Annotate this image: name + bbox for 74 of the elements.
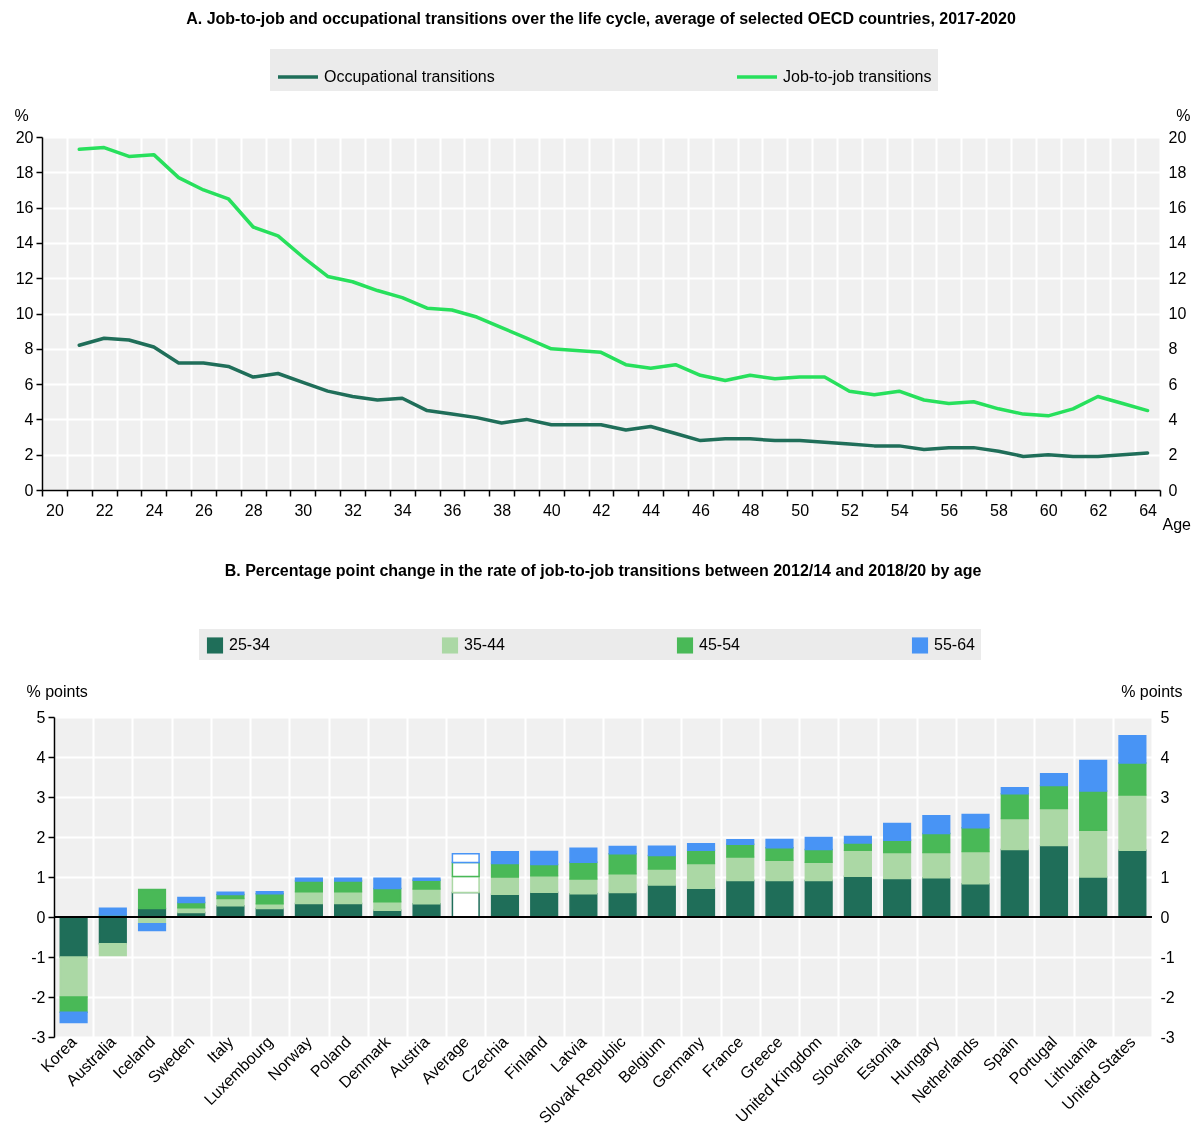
y2-tick-label: 3 bbox=[1160, 788, 1170, 806]
y-tick-label: 2 bbox=[36, 828, 46, 846]
chart-title: A. Job-to-job and occupational transitions over the life cycle, average of selected OECD countries, 2017-2020 bbox=[186, 10, 1016, 27]
y2-tick-label: 16 bbox=[1168, 199, 1187, 217]
x-tick-label: 58 bbox=[990, 501, 1009, 519]
y2-axis-title: % points bbox=[1121, 682, 1183, 700]
y2-tick-label: -3 bbox=[1160, 1028, 1175, 1046]
legend-label: Occupational transitions bbox=[324, 68, 495, 85]
y2-tick-label: 18 bbox=[1168, 163, 1187, 181]
x-tick-label: 46 bbox=[691, 501, 710, 519]
x-tick-label: 30 bbox=[294, 501, 313, 519]
y-tick-label: 12 bbox=[15, 269, 34, 287]
x-tick-label: 34 bbox=[393, 501, 412, 519]
y2-tick-label: 8 bbox=[1168, 340, 1178, 358]
y-tick-label: -2 bbox=[31, 988, 46, 1006]
legend-label: 35-44 bbox=[464, 636, 506, 654]
y-axis-title: % bbox=[14, 106, 29, 124]
y-tick-label: 8 bbox=[24, 340, 34, 358]
x-tick-label: 54 bbox=[890, 501, 909, 519]
y2-tick-label: 12 bbox=[1168, 269, 1187, 287]
legend-label: Job-to-job transitions bbox=[783, 68, 932, 85]
x-tick-label: 38 bbox=[493, 501, 512, 519]
y2-tick-label: 6 bbox=[1168, 375, 1178, 393]
y-tick-label: 10 bbox=[15, 305, 34, 322]
y-tick-label: 0 bbox=[24, 481, 34, 499]
y2-tick-label: 0 bbox=[1160, 908, 1170, 926]
x-tick-label: 56 bbox=[940, 501, 959, 519]
y2-tick-label: 2 bbox=[1160, 828, 1170, 846]
y-tick-label: 14 bbox=[15, 234, 34, 252]
legend-label: 55-64 bbox=[934, 636, 976, 654]
x-tick-label: 62 bbox=[1089, 501, 1108, 519]
y-tick-label: 1 bbox=[36, 868, 46, 886]
x-tick-label: 26 bbox=[195, 501, 213, 519]
y-tick-label: 3 bbox=[36, 788, 46, 806]
y2-tick-label: -2 bbox=[1160, 988, 1175, 1006]
legend-label: 25-34 bbox=[229, 636, 271, 654]
y-tick-label: 4 bbox=[36, 748, 46, 766]
y2-tick-label: -1 bbox=[1160, 948, 1175, 966]
y2-tick-label: 10 bbox=[1168, 305, 1187, 322]
chart-title: B. Percentage point change in the rate of job-to-job transitions between 2012/14 and 2018/20 by age bbox=[224, 562, 982, 579]
y2-axis-title: % bbox=[1176, 106, 1191, 124]
y2-tick-label: 20 bbox=[1168, 128, 1187, 146]
y-tick-label: 16 bbox=[15, 199, 34, 217]
x-tick-label: 52 bbox=[841, 501, 859, 519]
x-tick-label: 44 bbox=[642, 501, 661, 519]
x-tick-label: 48 bbox=[741, 501, 760, 519]
x-tick-label: 28 bbox=[244, 501, 263, 519]
x-tick-label: 64 bbox=[1139, 501, 1158, 519]
y2-tick-label: 2 bbox=[1168, 446, 1178, 464]
x-tick-label: 42 bbox=[592, 501, 611, 519]
y-tick-label: 4 bbox=[24, 410, 34, 428]
y-tick-label: 20 bbox=[15, 128, 34, 146]
y2-tick-label: 0 bbox=[1168, 481, 1178, 499]
y2-tick-label: 14 bbox=[1168, 234, 1187, 252]
x-tick-label: 50 bbox=[791, 501, 810, 519]
y-tick-label: 0 bbox=[36, 908, 46, 926]
y-tick-label: 5 bbox=[36, 708, 46, 726]
x-axis-title: Age bbox=[1162, 515, 1192, 533]
y2-tick-label: 1 bbox=[1160, 868, 1170, 886]
y-tick-label: -1 bbox=[31, 948, 46, 966]
x-tick-label: 60 bbox=[1039, 501, 1058, 519]
x-tick-label: 32 bbox=[344, 501, 363, 519]
y-axis-title: % points bbox=[26, 682, 88, 700]
y2-tick-label: 4 bbox=[1168, 410, 1178, 428]
x-tick-label: 24 bbox=[145, 501, 164, 519]
y2-tick-label: 5 bbox=[1160, 708, 1170, 726]
y-tick-label: 2 bbox=[24, 446, 34, 464]
legend-label: 45-54 bbox=[699, 636, 741, 654]
y-tick-label: 6 bbox=[24, 375, 34, 393]
x-tick-label: 36 bbox=[443, 501, 462, 519]
x-tick-label: 40 bbox=[542, 501, 561, 519]
x-tick-label: 22 bbox=[95, 501, 114, 519]
y-tick-label: 18 bbox=[15, 163, 34, 181]
y2-tick-label: 4 bbox=[1160, 748, 1170, 766]
